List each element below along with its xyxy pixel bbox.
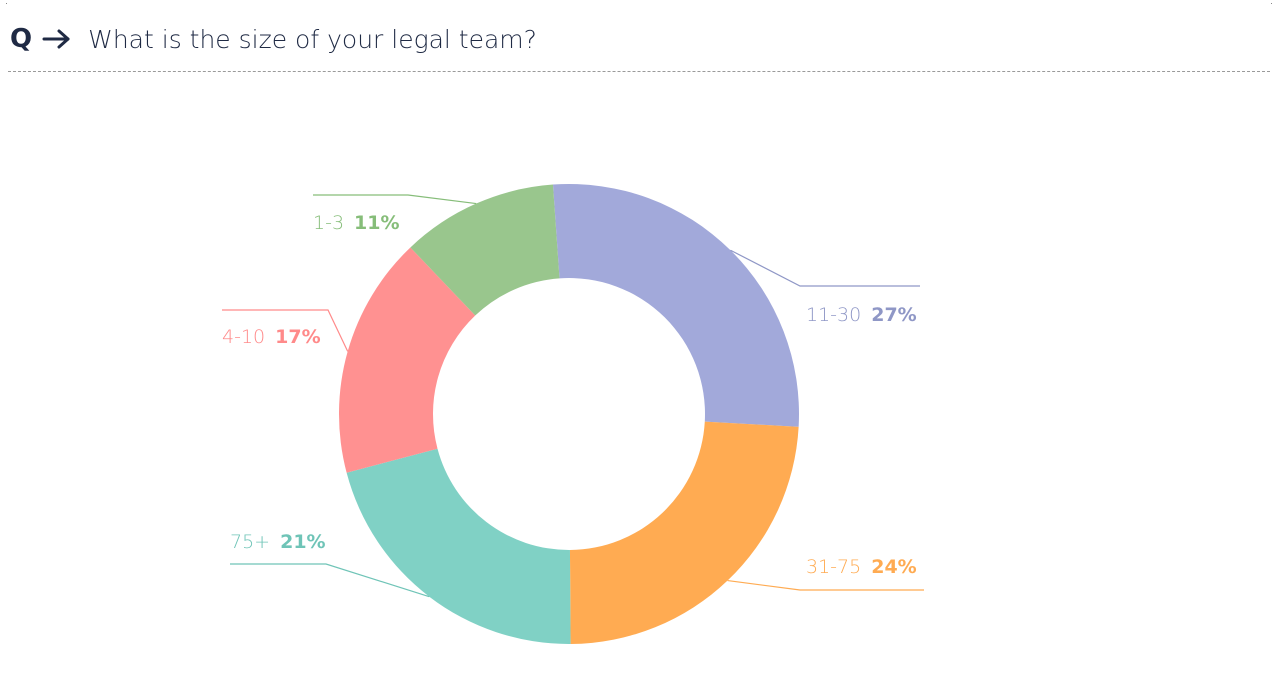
leader-line-4-10 bbox=[222, 309, 349, 352]
category-label: 75+ bbox=[230, 531, 270, 553]
category-label: 1-3 bbox=[313, 212, 344, 234]
slice-label-1-3: 1-3 11% bbox=[313, 212, 400, 234]
donut-slice-75 bbox=[346, 448, 571, 645]
header-divider bbox=[8, 71, 1270, 72]
leader-line-75 bbox=[230, 563, 430, 598]
question-text: What is the size of your legal team? bbox=[88, 24, 537, 54]
percent-label: 27% bbox=[871, 304, 916, 326]
slice-label-75: 75+ 21% bbox=[230, 531, 326, 553]
arrow-right-icon bbox=[42, 29, 70, 49]
slice-label-4-10: 4-10 17% bbox=[222, 326, 321, 348]
donut-slice-1-3 bbox=[410, 184, 560, 316]
category-label: 4-10 bbox=[222, 326, 265, 348]
category-label: 11-30 bbox=[806, 304, 861, 326]
donut-slice-11-30 bbox=[552, 184, 799, 427]
leader-line-11-30 bbox=[730, 249, 920, 287]
percent-label: 21% bbox=[280, 531, 325, 553]
leader-line-31-75 bbox=[727, 579, 924, 591]
donut-slice-31-75 bbox=[569, 421, 799, 644]
donut-slice-4-10 bbox=[338, 247, 476, 473]
question-header: Q What is the size of your legal team? bbox=[10, 20, 537, 58]
percent-label: 24% bbox=[871, 556, 916, 578]
slice-label-31-75: 31-75 24% bbox=[806, 556, 917, 578]
percent-label: 17% bbox=[275, 326, 320, 348]
leader-line-1-3 bbox=[313, 194, 477, 205]
percent-label: 11% bbox=[354, 212, 399, 234]
category-label: 31-75 bbox=[806, 556, 861, 578]
slice-label-11-30: 11-30 27% bbox=[806, 304, 917, 326]
corner-mark-left bbox=[6, 3, 7, 4]
corner-mark-right bbox=[1271, 3, 1272, 4]
question-prefix: Q bbox=[10, 24, 33, 54]
